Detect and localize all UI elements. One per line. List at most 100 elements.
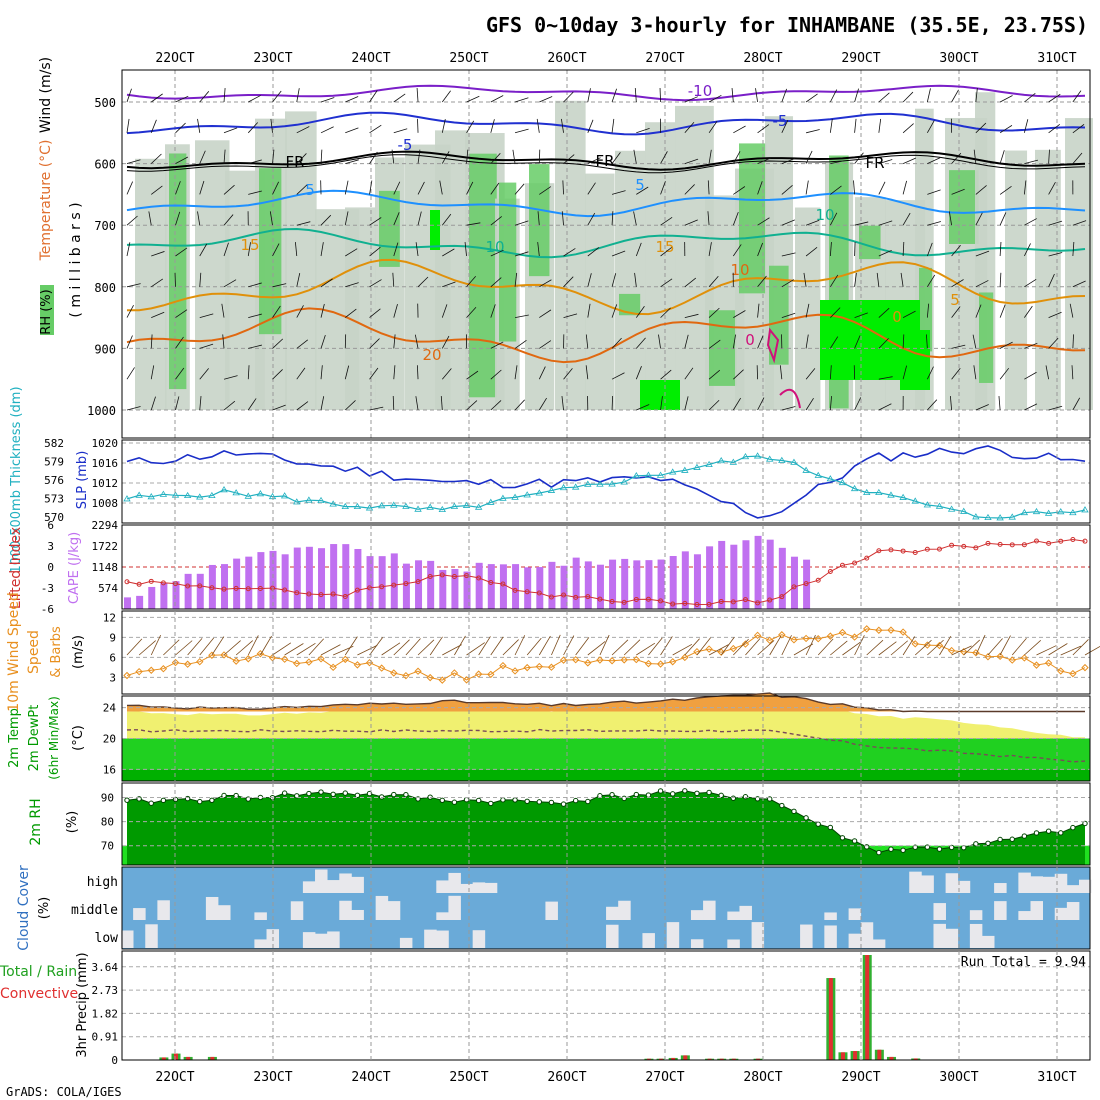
wind-barb bbox=[973, 365, 977, 380]
wind-barb bbox=[320, 396, 325, 411]
wind-speed-marker bbox=[717, 648, 725, 656]
rh-shading-green bbox=[619, 293, 641, 316]
surface-wind-barb bbox=[442, 644, 462, 656]
wind-barb bbox=[514, 314, 529, 318]
wind-barb bbox=[320, 214, 332, 226]
lifted-index-marker bbox=[718, 598, 724, 604]
lifted-index-marker bbox=[876, 548, 882, 554]
wind-barb bbox=[223, 242, 229, 257]
bottom-date-label: 29OCT bbox=[841, 1070, 880, 1085]
rh-marker bbox=[815, 821, 821, 827]
wind-barb bbox=[272, 283, 287, 288]
surface-wind-barb bbox=[163, 639, 180, 656]
lifted-index-marker bbox=[476, 575, 482, 581]
lifted-index-marker bbox=[209, 585, 215, 591]
wind-barb bbox=[563, 313, 578, 318]
wind-barb bbox=[781, 252, 796, 257]
cape-bar bbox=[536, 567, 544, 609]
wind-barb bbox=[757, 397, 765, 411]
cape-bar bbox=[269, 550, 277, 609]
cape-bar bbox=[621, 558, 629, 609]
wind-barb bbox=[684, 121, 695, 134]
cloud-cover-bar bbox=[472, 930, 486, 948]
rh-shading-green bbox=[859, 225, 881, 260]
precip-total-label: Total / Rain bbox=[0, 964, 77, 980]
temperature-axis-label: Temperature (°C) bbox=[38, 140, 54, 262]
wind-barb bbox=[733, 310, 746, 318]
wind-speed-marker bbox=[317, 655, 325, 663]
wind-barb bbox=[537, 242, 540, 257]
thickness-marker bbox=[232, 489, 240, 496]
lifted-index-marker bbox=[1070, 537, 1076, 543]
wind-barb bbox=[562, 180, 564, 195]
wind-barb bbox=[296, 339, 309, 349]
wind-barb bbox=[441, 213, 452, 226]
cape-bar bbox=[330, 544, 338, 609]
surface-wind-barb bbox=[817, 638, 834, 656]
lifted-index-marker bbox=[282, 587, 288, 593]
surface-wind-barb bbox=[575, 637, 590, 656]
wind-speed-marker bbox=[850, 633, 859, 641]
wind-barb bbox=[296, 153, 307, 164]
thickness-marker bbox=[523, 491, 531, 498]
wind-barb bbox=[757, 217, 770, 226]
wind-barb bbox=[902, 241, 905, 257]
wind-barb bbox=[732, 334, 736, 349]
wind-barb bbox=[1072, 242, 1075, 257]
rh-marker bbox=[742, 794, 749, 800]
wind-speed-marker bbox=[171, 658, 180, 667]
wind-barb bbox=[223, 88, 226, 103]
thickness-marker bbox=[377, 502, 386, 509]
wind-barb bbox=[126, 406, 141, 411]
contour-label: 15 bbox=[655, 238, 674, 256]
wind-barb bbox=[902, 310, 916, 318]
bottom-date-label: 23OCT bbox=[253, 1070, 292, 1085]
wind-barb bbox=[175, 336, 184, 349]
wind-barb bbox=[854, 118, 857, 133]
precip-bar-convective bbox=[853, 1051, 858, 1060]
rh-marker bbox=[306, 790, 312, 797]
wind-barb bbox=[466, 307, 477, 318]
cloud-cover-bar bbox=[848, 933, 862, 948]
wind-barb bbox=[514, 128, 529, 134]
wind-barb bbox=[927, 221, 941, 226]
cape-tick-label: 574 bbox=[98, 582, 118, 595]
contour-label: 10 bbox=[730, 261, 749, 279]
wind-axis-label: Wind (m/s) bbox=[38, 57, 54, 133]
lifted-index-marker bbox=[658, 598, 664, 604]
wind-barb bbox=[415, 242, 419, 257]
wind-barb bbox=[417, 118, 419, 133]
wind-speed-marker bbox=[1008, 656, 1016, 664]
wind-speed-marker bbox=[1044, 659, 1053, 667]
wind-speed-marker bbox=[996, 652, 1004, 661]
wind-speed-marker bbox=[826, 632, 835, 640]
rh-marker bbox=[536, 799, 543, 805]
lifted-index-marker bbox=[573, 594, 579, 600]
cape-bar bbox=[706, 546, 714, 609]
wind-barb bbox=[441, 368, 452, 380]
wind-barb bbox=[878, 307, 890, 318]
wind-barb bbox=[999, 367, 1010, 380]
lifted-index-marker bbox=[973, 545, 979, 551]
wind-barb bbox=[1048, 93, 1061, 103]
wind-barb bbox=[708, 242, 712, 257]
surface-wind-barb bbox=[999, 635, 1011, 656]
wind-barb bbox=[805, 247, 818, 257]
cloud-cover-bar bbox=[921, 875, 934, 893]
wind-barb bbox=[126, 88, 132, 103]
wind-speed-marker bbox=[863, 625, 871, 633]
dewpoint-band bbox=[122, 738, 1090, 770]
surface-wind-barb bbox=[247, 635, 259, 656]
rh-marker bbox=[682, 788, 688, 794]
thickness-marker bbox=[547, 486, 556, 493]
wind-barb bbox=[1048, 311, 1062, 318]
cloud-cover-bar bbox=[339, 873, 352, 893]
wind-barb bbox=[320, 334, 326, 349]
wind-barb bbox=[684, 313, 699, 318]
rh-marker bbox=[1009, 836, 1015, 842]
wind-barb bbox=[660, 217, 673, 226]
surface-wind-barb bbox=[987, 638, 1003, 656]
wind-barb bbox=[490, 249, 504, 257]
wind-barb bbox=[539, 186, 552, 195]
surface-wind-barb bbox=[199, 637, 214, 656]
